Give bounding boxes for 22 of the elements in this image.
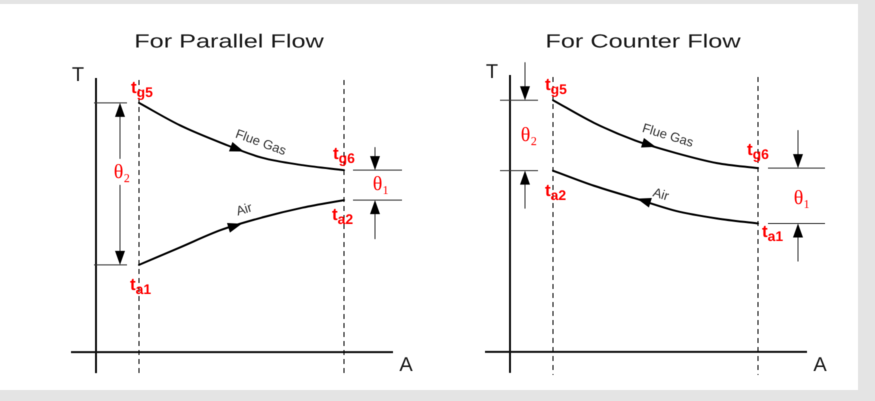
y-axis-title: T xyxy=(72,64,84,86)
annotation: t$_{a2}$ xyxy=(332,205,354,228)
annotation: t$_{a1}$ xyxy=(130,274,152,298)
annotation: θ₁ xyxy=(794,186,810,209)
chart-title: For Parallel Flow xyxy=(134,32,324,52)
text: Flue Gas xyxy=(233,126,288,158)
annotation: θ₂ xyxy=(114,160,130,183)
annotation: t$_{g5}$ xyxy=(131,78,153,100)
annotation: t$_{g6}$ xyxy=(747,140,769,162)
x-axis-title: A xyxy=(813,354,827,376)
annotation: t$_{g6}$ xyxy=(333,144,355,166)
text: Air xyxy=(234,200,254,219)
annotation: t$_{g5}$ xyxy=(545,75,567,98)
annotation: θ₂ xyxy=(520,124,538,146)
annotation: t$_{a2}$ xyxy=(545,180,566,203)
annotation: t$_{a1}$ xyxy=(762,222,784,244)
text: Air xyxy=(651,184,671,204)
chart-title: For Counter Flow xyxy=(545,32,741,52)
annotation: θ₁ xyxy=(372,173,390,196)
x-axis-title: A xyxy=(399,354,413,376)
y-axis-title: T xyxy=(486,61,498,83)
text: Flue Gas xyxy=(640,120,696,150)
